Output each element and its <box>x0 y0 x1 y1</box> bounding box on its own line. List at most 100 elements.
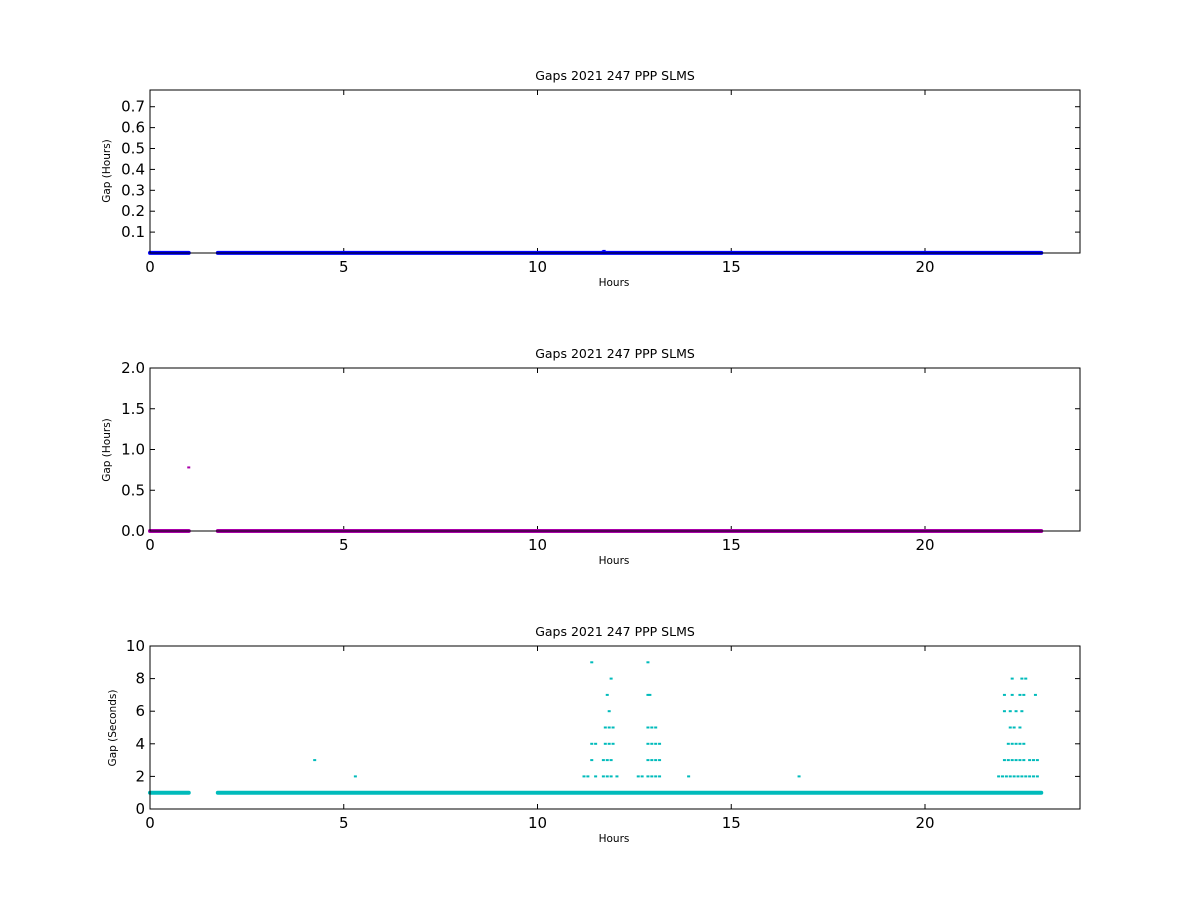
hours-gap-chart-magenta: Gaps 2021 247 PPP SLMS Hours Gap (Hours)… <box>101 346 1081 567</box>
data-point <box>607 710 611 713</box>
data-point <box>654 759 658 762</box>
data-point <box>1012 726 1016 729</box>
data-point <box>605 775 609 778</box>
x-tick-label: 15 <box>722 814 741 832</box>
data-point <box>313 759 317 762</box>
data-point <box>1032 775 1035 778</box>
data-point <box>1002 693 1006 696</box>
plot-frame <box>149 89 1081 254</box>
plot-area <box>150 90 1080 253</box>
data-point <box>1006 759 1010 762</box>
y-tick-label: 0 <box>135 800 145 818</box>
data-point <box>658 759 662 762</box>
y-tick-label: 0.5 <box>121 140 145 158</box>
data-point <box>1020 677 1024 680</box>
data-point <box>586 775 590 778</box>
y-tick-label: 0.2 <box>121 202 145 220</box>
data-point <box>1020 710 1024 713</box>
data-point <box>650 775 654 778</box>
y-tick-label: 0.1 <box>121 223 145 241</box>
data-point <box>353 775 357 778</box>
y-tick-label: 4 <box>135 735 145 753</box>
data-point <box>1010 759 1014 762</box>
y-tick-label: 8 <box>135 670 145 688</box>
data-point <box>611 726 615 729</box>
y-tick-label: 0.6 <box>121 119 145 137</box>
y-tick-label: 0.0 <box>121 522 145 540</box>
data-point <box>650 759 654 762</box>
data-point <box>582 775 586 778</box>
data-point <box>590 759 594 762</box>
x-axis-label: Hours <box>599 833 630 845</box>
data-point <box>1035 775 1039 778</box>
x-axis-label: Hours <box>599 555 630 567</box>
data-point <box>658 742 662 745</box>
data-point <box>1032 759 1035 762</box>
data-point <box>646 759 650 762</box>
plot-area <box>150 368 1080 531</box>
data-point <box>997 775 1001 778</box>
data-point <box>1022 693 1026 696</box>
data-point <box>1008 726 1012 729</box>
data-point <box>1018 693 1022 696</box>
y-tick-label: 0.7 <box>121 98 145 116</box>
data-point <box>603 742 607 745</box>
y-axis-label: Gap (Hours) <box>101 139 113 203</box>
data-point <box>654 742 658 745</box>
data-point <box>1018 759 1022 762</box>
data-point <box>607 742 611 745</box>
data-point <box>1020 775 1024 778</box>
data-point <box>1022 759 1026 762</box>
data-point <box>603 251 607 254</box>
data-point <box>1018 742 1022 745</box>
x-tick-label: 5 <box>339 536 349 554</box>
data-point <box>636 775 640 778</box>
data-point <box>1010 693 1014 696</box>
x-tick-label: 10 <box>528 814 547 832</box>
data-point <box>1008 775 1012 778</box>
data-point <box>590 742 594 745</box>
x-tick-label: 0 <box>145 814 155 832</box>
y-tick-label: 1.5 <box>121 400 145 418</box>
data-point <box>1010 742 1014 745</box>
data-point <box>1002 759 1006 762</box>
data-point <box>646 742 650 745</box>
data-point <box>605 693 609 696</box>
data-point <box>609 677 613 680</box>
data-point <box>1035 759 1039 762</box>
data-point <box>1028 775 1032 778</box>
data-point <box>1028 759 1032 762</box>
data-point <box>187 466 191 469</box>
y-axis-label: Gap (Seconds) <box>107 690 119 767</box>
data-point <box>594 742 598 745</box>
y-tick-label: 2 <box>135 767 145 785</box>
x-tick-label: 5 <box>339 258 349 276</box>
data-point <box>1024 677 1028 680</box>
data-point <box>1010 677 1014 680</box>
hours-gap-chart-blue: Gaps 2021 247 PPP SLMS Hours Gap (Hours)… <box>101 68 1081 289</box>
x-tick-label: 15 <box>722 258 741 276</box>
axis-ticks: 0 5 10 15 20 0.1 0.2 0.3 0.4 0.5 0.6 0.7 <box>121 90 1080 276</box>
data-point <box>1022 742 1026 745</box>
data-point <box>1014 710 1018 713</box>
data-point <box>594 775 598 778</box>
data-point <box>605 759 609 762</box>
x-tick-label: 0 <box>145 536 155 554</box>
data-point <box>601 759 605 762</box>
data-point <box>687 775 691 778</box>
data-point <box>648 693 652 696</box>
x-tick-label: 5 <box>339 814 349 832</box>
axis-ticks: 0 5 10 15 20 0.0 0.5 1.0 1.5 2.0 <box>121 359 1080 554</box>
data-point <box>1002 710 1006 713</box>
data-point <box>1006 742 1010 745</box>
x-tick-label: 10 <box>528 536 547 554</box>
data-point <box>640 775 644 778</box>
plot-frame <box>149 645 1081 810</box>
data-point <box>1004 775 1008 778</box>
x-tick-label: 10 <box>528 258 547 276</box>
data-marks <box>148 661 1044 795</box>
data-point <box>1001 775 1004 778</box>
data-point <box>602 249 606 252</box>
data-point <box>1033 693 1037 696</box>
